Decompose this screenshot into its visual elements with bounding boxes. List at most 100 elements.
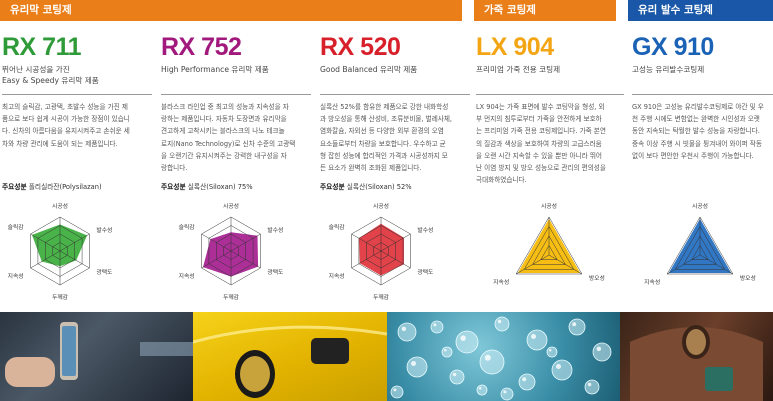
body-line: 랑하는 제품입니다. 자동차 도장면과 유리막을 xyxy=(161,113,311,125)
water-droplet xyxy=(501,388,513,400)
body-line: LX 904는 가죽 표면에 발수 코팅막을 형성, 외 xyxy=(476,101,624,113)
photo-water-droplets xyxy=(387,312,620,401)
body-line: 품으로 보다 쉽게 시공이 가능한 장점이 있습니 xyxy=(2,113,152,125)
product-body: GX 910은 고성능 유리발수코팅제로 야간 및 우 천 주행 시에도 변함없… xyxy=(632,101,773,162)
water-droplet xyxy=(398,323,416,341)
body-line: 의 질감과 색상을 보호하여 차량의 고급스러움 xyxy=(476,138,624,150)
body-line: 부 먼지의 침투로부터 가죽을 안전하게 보호하 xyxy=(476,113,624,125)
body-line: 블라스크 라인업 중 최고의 성능과 지속성을 자 xyxy=(161,101,311,113)
product-name-lx904: LX 904 xyxy=(476,33,554,62)
radar-axis-label: 방오성 xyxy=(589,274,605,282)
water-droplet xyxy=(593,343,611,361)
water-droplet xyxy=(552,360,572,380)
water-droplet xyxy=(391,386,403,398)
body-line: 다. 신차의 아름다움을 유지시켜주고 손쉬운 세 xyxy=(2,125,152,137)
body-line: 로지(Nano Technology)로 신차 수준의 고광택 xyxy=(161,138,311,150)
water-droplet xyxy=(547,347,557,357)
photo-phone-app xyxy=(0,312,193,401)
radar-chart-gx910: 시공성방오성지속성 xyxy=(627,200,773,300)
water-droplet xyxy=(480,350,504,374)
radar-axis-label: 시공성 xyxy=(692,202,708,210)
body-line: 천 주행 시에도 변함없는 완벽한 시인성과 오랫 xyxy=(632,113,773,125)
body-line: 차와 차량 관리에 도움이 되는 제품입니다. xyxy=(2,138,152,150)
product-body: LX 904는 가죽 표면에 발수 코팅막을 형성, 외 부 먼지의 침투로부터… xyxy=(476,101,624,186)
body-line: 난 이염 방지 및 방오 성능으로 관리의 편의성을 xyxy=(476,162,624,174)
droplet-highlight xyxy=(498,320,502,324)
water-droplet xyxy=(477,385,487,395)
water-droplet xyxy=(569,319,585,335)
droplet-highlight xyxy=(460,335,466,341)
divider xyxy=(632,94,773,95)
water-droplet xyxy=(431,321,443,333)
body-line: 형 잡힌 성능에 합리적인 가격과 시공성까지 모 xyxy=(320,150,470,162)
ingredient-label: 주요성분 xyxy=(161,183,186,191)
droplet-highlight xyxy=(522,377,526,381)
droplet-highlight xyxy=(503,390,506,393)
body-line: 동안 지속되는 탁월한 발수 성능을 자랑합니다. xyxy=(632,125,773,137)
radar-axis-label: 슬릭감 xyxy=(329,223,346,231)
water-droplet xyxy=(456,331,478,353)
body-line: 과 방오성을 통해 산성비, 조류분비물, 벌레사체, xyxy=(320,113,470,125)
radar-axis-label: 지속성 xyxy=(493,278,509,286)
ingredient: 주요성분 실록산(Siloxan) 75% xyxy=(161,181,253,191)
product-desc: High Performance 유리막 제품 xyxy=(161,64,311,75)
radar-axis-label: 발수성 xyxy=(96,226,112,234)
water-droplet xyxy=(585,380,599,394)
body-line: 랑합니다. xyxy=(161,162,311,174)
water-droplet xyxy=(495,317,509,331)
radar-axis-label: 시공성 xyxy=(52,202,68,210)
radar-axis-label: 시공성 xyxy=(373,202,389,210)
desc-line: Easy & Speedy 유리막 제품 xyxy=(2,75,152,86)
radar-axis-label: 슬릭감 xyxy=(179,223,196,231)
desc-line: High Performance 유리막 제품 xyxy=(161,64,311,75)
divider xyxy=(161,94,311,95)
water-droplet xyxy=(442,347,452,357)
divider xyxy=(2,94,152,95)
ingredient: 주요성분 실록산(Siloxan) 52% xyxy=(320,181,412,191)
radar-axis-label: 지속성 xyxy=(329,272,345,280)
radar-axis-label: 발수성 xyxy=(417,226,433,234)
water-repellent-header: 유리 발수 코팅제 xyxy=(628,0,773,21)
body-line: 최고의 슬릭감, 고광택, 초발수 성능을 가진 제 xyxy=(2,101,152,113)
desc-line: 고성능 유리발수코팅제 xyxy=(632,64,773,75)
body-line: 요소들로부터 차량을 보호합니다. 우수하고 균 xyxy=(320,138,470,150)
droplet-highlight xyxy=(393,388,396,391)
droplet-highlight xyxy=(549,349,552,352)
radar-area xyxy=(203,232,258,276)
droplet-highlight xyxy=(433,323,436,326)
ingredient-value: 폴리실라잔(Polysilazan) xyxy=(29,183,102,191)
droplet-highlight xyxy=(453,373,457,377)
product-body: 최고의 슬릭감, 고광택, 초발수 성능을 가진 제 품으로 보다 쉽게 시공이… xyxy=(2,101,152,150)
divider xyxy=(320,94,470,95)
ingredient-value: 실록산(Siloxan) 75% xyxy=(188,183,253,191)
radar-axis-label: 지속성 xyxy=(179,272,195,280)
photo-yellow-car-badge xyxy=(193,312,387,401)
radar-axis-label: 광택도 xyxy=(96,269,113,276)
body-line: GX 910은 고성능 유리발수코팅제로 야간 및 우 xyxy=(632,101,773,113)
radar-axis-label: 광택도 xyxy=(417,269,434,276)
product-body: 실록산 52%를 함유한 제품으로 강한 내화학성 과 방오성을 통해 산성비,… xyxy=(320,101,470,174)
water-droplet xyxy=(407,357,427,377)
droplet-highlight xyxy=(444,349,447,352)
radar-axis-label: 광택도 xyxy=(267,269,284,276)
body-line: 견고하게 고착시키는 블라스크의 나노 테크놀 xyxy=(161,125,311,137)
body-line: 을 오랜기간 유지시켜주는 강력한 내구성을 자 xyxy=(161,150,311,162)
ingredient-label: 주요성분 xyxy=(320,183,345,191)
droplet-highlight xyxy=(572,322,576,326)
product-body: 블라스크 라인업 중 최고의 성능과 지속성을 자 랑하는 제품입니다. 자동차… xyxy=(161,101,311,174)
radar-chart-rx752: 시공성발수성광택도두께감지속성슬릭감 xyxy=(171,198,291,302)
product-desc: 프리미엄 가죽 전용 코팅제 xyxy=(476,64,626,75)
radar-area xyxy=(32,224,87,266)
radar-axis-label: 발수성 xyxy=(267,226,283,234)
radar-axis-label: 시공성 xyxy=(541,202,557,210)
product-desc: 고성능 유리발수코팅제 xyxy=(632,64,773,75)
ingredient: 주요성분 폴리실라잔(Polysilazan) xyxy=(2,181,102,191)
droplet-highlight xyxy=(531,334,536,339)
product-name-rx752: RX 752 xyxy=(161,33,241,62)
droplet-highlight xyxy=(597,347,602,352)
radar-axis-label: 두께감 xyxy=(52,293,69,301)
product-name-gx910: GX 910 xyxy=(632,33,714,62)
product-name-rx520: RX 520 xyxy=(320,33,400,62)
